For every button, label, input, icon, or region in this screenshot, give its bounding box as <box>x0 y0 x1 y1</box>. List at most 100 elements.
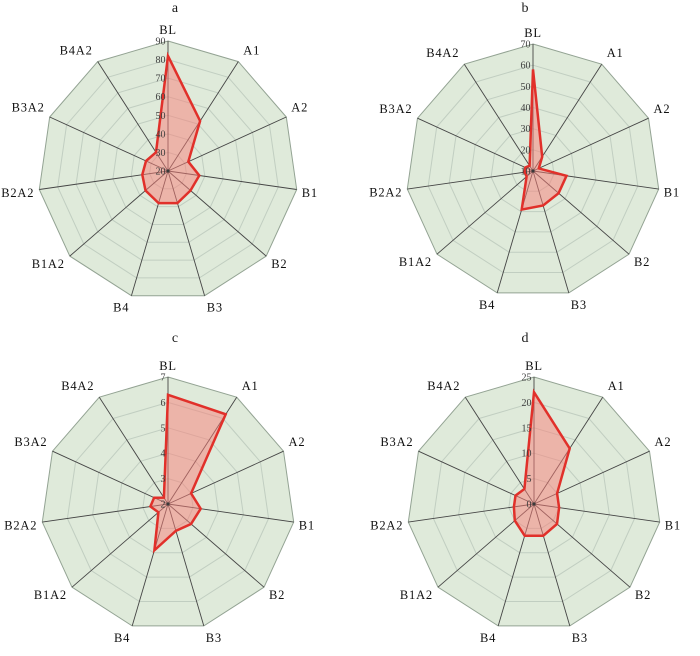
radial-tick-label: 7 <box>161 373 166 384</box>
radial-tick-label: 90 <box>156 37 166 48</box>
category-label-b1: B1 <box>664 185 680 199</box>
radial-tick-label: 80 <box>156 55 166 66</box>
category-label-b4a2: B4A2 <box>427 379 460 393</box>
chart-title-b: b <box>521 1 529 16</box>
category-label-bl: BL <box>524 26 542 40</box>
grid-ring <box>57 59 279 279</box>
category-label-a1: A1 <box>608 379 625 393</box>
category-label-b2a2: B2A2 <box>369 185 402 199</box>
radial-tick-label: 5 <box>161 423 166 434</box>
category-label-b2: B2 <box>269 588 285 602</box>
category-label-b2a2: B2A2 <box>1 186 34 200</box>
axis-spoke <box>71 503 169 588</box>
category-label-b1a2: B1A2 <box>400 588 433 602</box>
category-label-b3a2: B3A2 <box>12 101 45 115</box>
grid-ring <box>112 114 224 225</box>
category-label-b3a2: B3A2 <box>380 435 413 449</box>
category-label-b2a2: B2A2 <box>370 518 403 532</box>
category-label-bl: BL <box>159 359 177 373</box>
category-label-b1: B1 <box>665 518 681 532</box>
grid-ring <box>92 427 244 578</box>
radar-panel-d: d 0 5 10 15 20 25 BL A1 A2 B1 B2 B3 B4 B1A2 B2A2 B3A2 B4… <box>350 330 700 656</box>
category-label-b3: B3 <box>207 301 223 315</box>
grid-ring <box>448 85 618 253</box>
center-dot <box>531 169 535 173</box>
radial-tick-label: 4 <box>161 449 166 460</box>
category-label-b3a2: B3A2 <box>14 435 47 449</box>
radial-tick-label: 60 <box>156 92 166 103</box>
radial-tick-label: 40 <box>156 129 166 140</box>
axis-spoke <box>98 396 169 505</box>
category-label-b4: B4 <box>113 301 129 315</box>
radial-tick-label: 5 <box>527 474 532 485</box>
radial-tick-label: 20 <box>522 398 532 409</box>
category-label-a2: A2 <box>655 435 672 449</box>
data-series-polygon <box>141 51 202 205</box>
center-dot <box>166 169 170 173</box>
radial-tick-label: 50 <box>156 111 166 122</box>
category-label-b2a2: B2A2 <box>4 518 37 532</box>
radial-tick-label: 70 <box>156 74 166 85</box>
category-label-a2: A2 <box>654 102 671 116</box>
category-label-b2: B2 <box>635 588 651 602</box>
category-label-b2: B2 <box>271 257 287 271</box>
axis-spoke <box>417 117 534 172</box>
grid-ring <box>483 452 585 554</box>
category-label-a1: A1 <box>607 46 624 60</box>
grid-ring <box>93 96 243 243</box>
axis-spoke <box>464 396 535 505</box>
category-label-b4a2: B4A2 <box>426 46 459 60</box>
category-label-b2: B2 <box>634 255 650 269</box>
category-label-a2: A2 <box>291 101 308 115</box>
category-label-a2: A2 <box>289 435 306 449</box>
category-label-bl: BL <box>159 23 177 37</box>
category-label-b4a2: B4A2 <box>61 379 94 393</box>
axis-spoke <box>42 503 169 523</box>
center-dot <box>532 502 536 506</box>
radial-tick-label: 3 <box>161 474 166 485</box>
radar-panel-a: a 20 30 40 50 60 70 80 90 BL A1 A2 B1 B2 B3 B4 B1A2 B2A2… <box>0 0 350 330</box>
radial-tick-label: 15 <box>522 423 532 434</box>
category-label-b4: B4 <box>479 298 495 312</box>
data-series-polygon <box>148 393 228 554</box>
chart-title-c: c <box>171 331 179 346</box>
axis-spoke <box>52 450 169 505</box>
category-label-b3a2: B3A2 <box>379 102 412 116</box>
radial-tick-label: 0 <box>527 500 532 511</box>
radial-tick-label: 25 <box>522 373 532 384</box>
radial-tick-label: 2 <box>161 500 166 511</box>
chart-title-a: a <box>171 1 179 16</box>
grid-ring <box>469 106 597 233</box>
axis-spoke <box>532 63 603 172</box>
radial-tick-label: 20 <box>156 167 166 178</box>
radial-tick-label: 10 <box>521 167 531 178</box>
axis-spoke <box>407 170 534 190</box>
radial-tick-label: 6 <box>161 398 166 409</box>
category-label-b3: B3 <box>206 631 222 645</box>
radial-tick-label: 30 <box>156 148 166 159</box>
radial-tick-label: 30 <box>521 124 531 135</box>
radial-tick-label: 70 <box>521 40 531 51</box>
category-label-b3: B3 <box>572 631 588 645</box>
data-series-polygon <box>520 69 569 212</box>
radar-panel-b: b 10 20 30 40 50 60 70 BL A1 A2 B1 B2 B3 B4 B1A2 B2A2 B3… <box>350 0 700 330</box>
radial-tick-label: 10 <box>522 449 532 460</box>
grid-ring <box>130 133 206 208</box>
chart-title-d: d <box>521 331 529 346</box>
category-label-b1a2: B1A2 <box>32 257 65 271</box>
grid-ring <box>432 401 636 602</box>
grid-ring <box>427 64 639 273</box>
axis-spoke <box>463 63 534 172</box>
radial-tick-label: 40 <box>521 103 531 114</box>
radial-tick-label: 50 <box>521 82 531 93</box>
data-series-polygon <box>512 388 572 537</box>
grid-ring <box>75 77 261 261</box>
category-label-b1a2: B1A2 <box>34 588 67 602</box>
radar-panel-c: c 2 3 4 5 6 7 BL A1 A2 B1 B2 B3 B4 B1A2 B2A2 B3A2 B4A2 <box>0 330 350 656</box>
radial-tick-label: 20 <box>521 145 531 156</box>
category-label-bl: BL <box>525 359 543 373</box>
